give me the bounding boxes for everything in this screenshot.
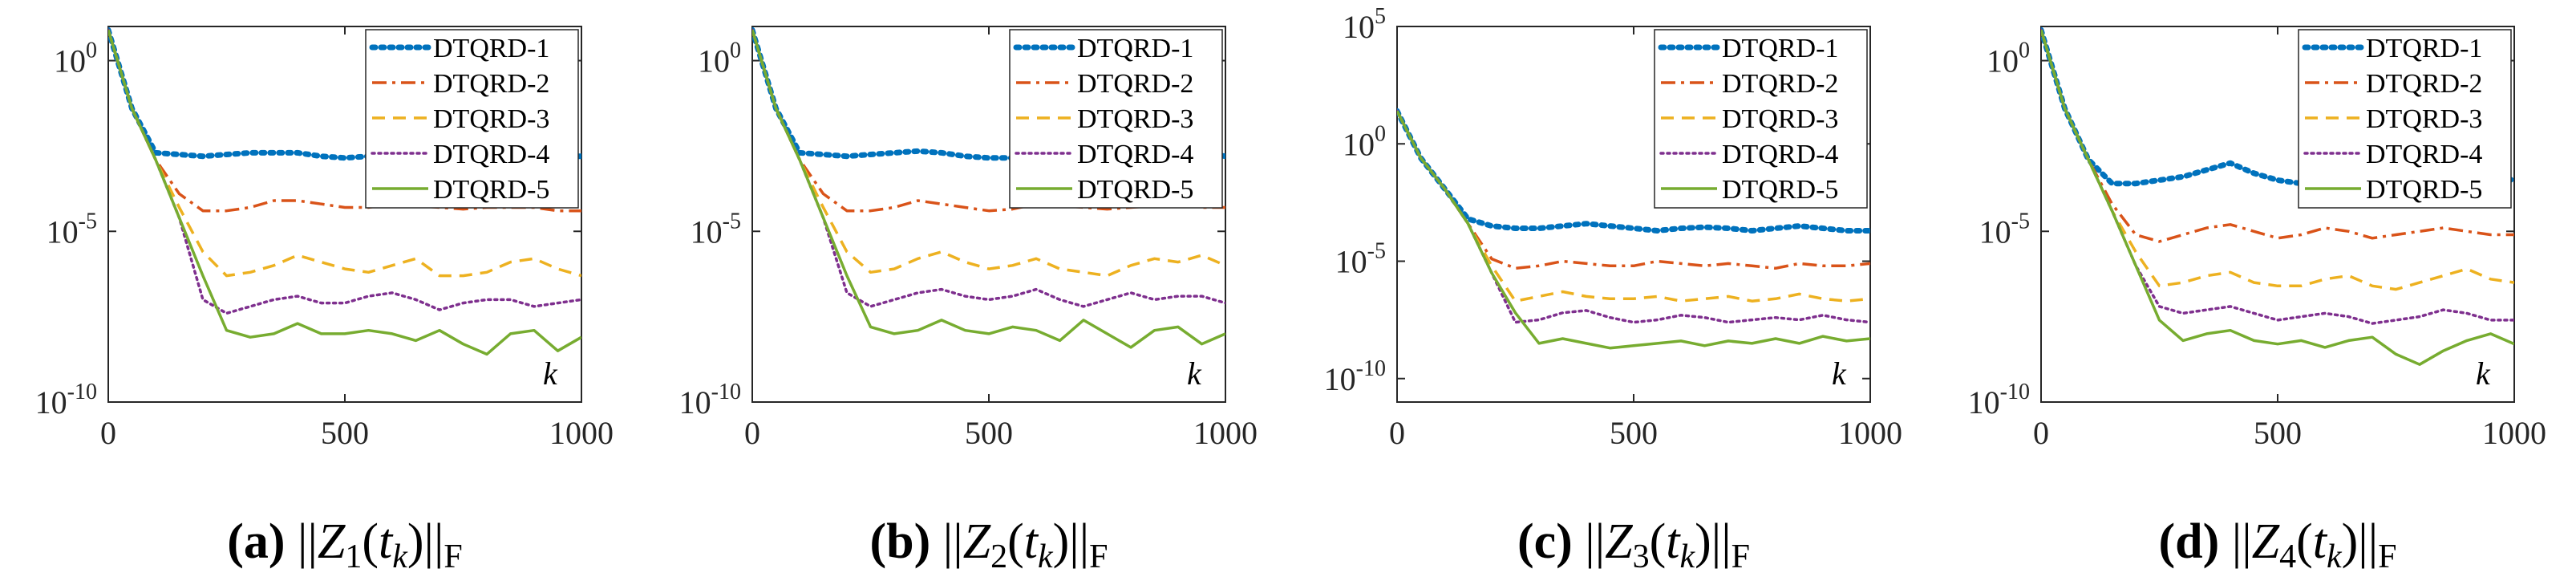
x-annotation-k: k [1832,355,1847,392]
x-annotation-k: k [2476,355,2491,392]
y-tick-label: 10-5 [1335,239,1386,280]
legend-label: DTQRD-2 [1077,69,1193,99]
legend-label: DTQRD-3 [2366,104,2482,134]
legend-label: DTQRD-1 [1722,34,1838,63]
legend-label: DTQRD-5 [433,175,549,205]
panel-b: 0 500 1000 100 10-5 10-10 DTQRD-1 DTQRD-2 DTQRD-… [679,26,1258,575]
panel-caption: (c) ||Z3(tk)||F [1517,514,1750,575]
series-line-dtqrd-4 [108,28,581,315]
x-tick-label: 0 [744,415,760,451]
x-tick-label: 500 [2254,415,2302,451]
panel-caption: (a) ||Z1(tk)||F [227,514,463,575]
series-line-dtqrd-2 [108,29,581,213]
series-line-dtqrd-5 [108,29,581,356]
legend-label: DTQRD-2 [2366,69,2482,99]
y-tick-label: 100 [54,39,97,79]
legend-label: DTQRD-1 [1077,34,1193,63]
y-tick-label: 10-10 [679,380,741,420]
y-tick-label: 10-10 [35,380,97,420]
y-tick-label: 100 [1343,121,1386,162]
legend-label: DTQRD-4 [2366,140,2482,169]
x-tick-label: 500 [965,415,1013,451]
series-line-dtqrd-5 [2041,29,2514,366]
y-tick-label: 100 [698,39,741,79]
legend-label: DTQRD-4 [1722,140,1838,169]
legend-label: DTQRD-3 [433,104,549,134]
y-tick-label: 10-10 [1324,356,1386,397]
x-tick-label: 1000 [1838,415,1902,451]
panel-d: 0 500 1000 100 10-5 10-10 DTQRD-1 DTQRD-2 DTQRD-… [1968,26,2546,575]
legend-label: DTQRD-1 [2366,34,2482,63]
legend-label: DTQRD-4 [433,140,549,169]
panel-caption: (b) ||Z2(tk)||F [870,514,1108,575]
legend-label: DTQRD-5 [1077,175,1193,205]
legend-label: DTQRD-3 [1077,104,1193,134]
legend-label: DTQRD-4 [1077,140,1193,169]
y-tick-label: 10-10 [1968,380,2030,420]
x-tick-label: 0 [100,415,116,451]
legend-label: DTQRD-2 [433,69,549,99]
x-tick-label: 1000 [549,415,614,451]
legend-label: DTQRD-3 [1722,104,1838,134]
y-tick-label: 105 [1343,4,1386,45]
legend-label: DTQRD-1 [433,34,549,63]
series-line-dtqrd-5 [1397,110,1870,350]
y-tick-label: 10-5 [691,209,741,250]
x-annotation-k: k [543,355,558,392]
series-line-dtqrd-4 [1397,109,1870,324]
x-annotation-k: k [1187,355,1202,392]
y-tick-label: 100 [1987,39,2030,79]
panel-a: 0 500 1000 100 10-5 10-10 DTQRD-1 DTQRD-2 DTQRD-… [35,26,614,575]
series-line-dtqrd-3 [108,29,581,278]
x-tick-label: 500 [1610,415,1658,451]
legend-label: DTQRD-5 [2366,175,2482,205]
x-tick-label: 1000 [1193,415,1258,451]
series-line-dtqrd-3 [752,29,1225,278]
panel-c: 0 500 1000 105 100 10-5 10-10 DTQRD-1 DTQRD-2 DTQ… [1324,4,1902,575]
x-tick-label: 500 [321,415,369,451]
y-tick-label: 10-5 [1979,209,2030,250]
legend-label: DTQRD-5 [1722,175,1838,205]
y-tick-label: 10-5 [47,209,97,250]
legend-label: DTQRD-2 [1722,69,1838,99]
panel-caption: (d) ||Z4(tk)||F [2159,514,2397,575]
x-tick-label: 1000 [2482,415,2546,451]
series-line-dtqrd-3 [2041,29,2514,291]
series-line-dtqrd-5 [752,29,1225,349]
series-line-dtqrd-1 [1397,108,1870,234]
series-line-dtqrd-4 [752,28,1225,308]
x-tick-label: 0 [1389,415,1405,451]
x-tick-label: 0 [2033,415,2049,451]
